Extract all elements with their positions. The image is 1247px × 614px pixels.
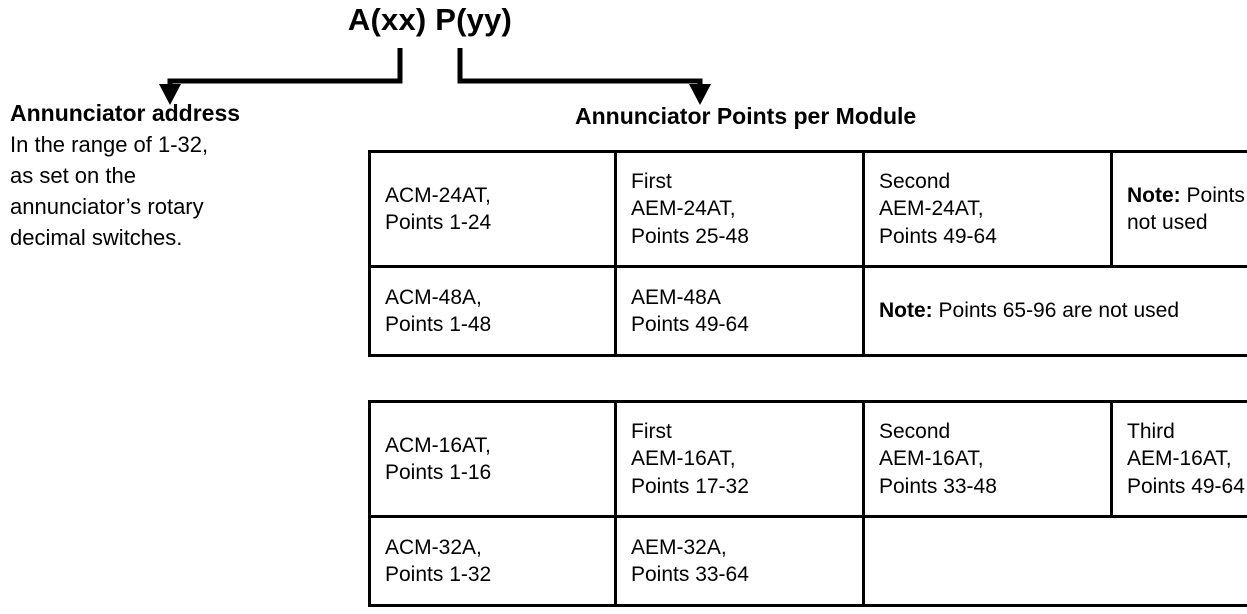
- cell-line: Points 17-32: [631, 474, 749, 498]
- cell-line: Points 1-24: [385, 211, 492, 234]
- cell-line: ACM-32A,: [385, 535, 482, 559]
- table-cell-acm-32a: ACM-32A, Points 1-32: [368, 515, 617, 607]
- table-cell-note-65-96: Note: Points 65-96 are not used: [862, 265, 1247, 357]
- table-cell-empty: [862, 515, 1247, 607]
- note-text: Points 65-72 are not used: [1127, 183, 1247, 234]
- table-row: ACM-32A, Points 1-32 AEM-32A, Points 33-…: [368, 515, 1247, 607]
- note-label: Note:: [879, 299, 933, 323]
- cell-line: Points 1-32: [385, 563, 492, 586]
- table-cell-first-aem-24at: First AEM-24AT, Points 25-48: [614, 150, 865, 268]
- cell-line: ACM-16AT,: [385, 433, 491, 457]
- cell-line: Third: [1127, 420, 1175, 444]
- table-row: ACM-48A, Points 1-48 AEM-48A Points 49-6…: [368, 265, 1247, 357]
- table-cell-acm-16at: ACM-16AT, Points 1-16: [368, 400, 617, 518]
- table-cell-second-aem-16at: Second AEM-16AT, Points 33-48: [862, 400, 1113, 518]
- cell-line: AEM-16AT,: [879, 447, 984, 471]
- page-title: A(xx) P(yy): [347, 2, 513, 37]
- cell-line: AEM-24AT,: [879, 197, 984, 221]
- table-cell-aem-48a: AEM-48A Points 49-64: [614, 265, 865, 357]
- arrow-to-points-per-module: [457, 48, 711, 105]
- cell-line: Points 33-48: [879, 474, 997, 498]
- cell-line: First: [631, 420, 672, 444]
- module-table-24at-48a: ACM-24AT, Points 1-24 First AEM-24AT, Po…: [368, 150, 1247, 357]
- cell-line: AEM-32A,: [631, 535, 727, 559]
- note-text: Points 65-96 are not used: [932, 299, 1180, 323]
- cell-line: Points 1-48: [385, 313, 492, 336]
- cell-line: ACM-48A,: [385, 285, 482, 309]
- cell-line: Points 25-48: [631, 224, 749, 248]
- note-label: Note:: [1127, 183, 1181, 207]
- table-row: ACM-24AT, Points 1-24 First AEM-24AT, Po…: [368, 150, 1247, 268]
- module-table-16at-32a: ACM-16AT, Points 1-16 First AEM-16AT, Po…: [368, 400, 1247, 607]
- annunciator-address-body: In the range of 1-32, as set on the annu…: [10, 129, 340, 254]
- table-cell-acm-24at: ACM-24AT, Points 1-24: [368, 150, 617, 268]
- table-cell-third-aem-16at: Third AEM-16AT, Points 49-64: [1110, 400, 1247, 518]
- address-body-line: decimal switches.: [10, 225, 183, 251]
- arrow-to-annunciator-address: [159, 48, 403, 105]
- table-cell-aem-32a: AEM-32A, Points 33-64: [614, 515, 865, 607]
- cell-line: AEM-16AT,: [1127, 447, 1232, 471]
- cell-line: AEM-24AT,: [631, 197, 736, 221]
- address-body-line: as set on the: [10, 162, 136, 188]
- cell-line: ACM-24AT,: [385, 183, 491, 207]
- cell-line: First: [631, 170, 672, 194]
- annunciator-points-per-module-heading: Annunciator Points per Module: [575, 103, 917, 129]
- cell-line: Second: [879, 170, 951, 194]
- cell-line: Points 33-64: [631, 563, 749, 586]
- cell-line: AEM-48A: [631, 285, 721, 309]
- annunciator-address-heading: Annunciator address: [10, 100, 241, 126]
- address-body-line: In the range of 1-32,: [10, 131, 209, 157]
- table-cell-second-aem-24at: Second AEM-24AT, Points 49-64: [862, 150, 1113, 268]
- table-cell-note-65-72: Note: Points 65-72 are not used: [1110, 150, 1247, 268]
- cell-line: AEM-16AT,: [631, 447, 736, 471]
- cell-line: Points 49-64: [631, 313, 749, 336]
- annunciator-address-block: Annunciator address In the range of 1-32…: [10, 100, 340, 254]
- cell-line: Second: [879, 420, 951, 444]
- cell-line: Points 49-64: [879, 224, 997, 248]
- cell-line: Points 1-16: [385, 461, 492, 484]
- address-body-line: annunciator’s rotary: [10, 194, 204, 220]
- table-cell-first-aem-16at: First AEM-16AT, Points 17-32: [614, 400, 865, 518]
- table-row: ACM-16AT, Points 1-16 First AEM-16AT, Po…: [368, 400, 1247, 518]
- table-cell-acm-48a: ACM-48A, Points 1-48: [368, 265, 617, 357]
- cell-line: Points 49-64: [1127, 474, 1245, 498]
